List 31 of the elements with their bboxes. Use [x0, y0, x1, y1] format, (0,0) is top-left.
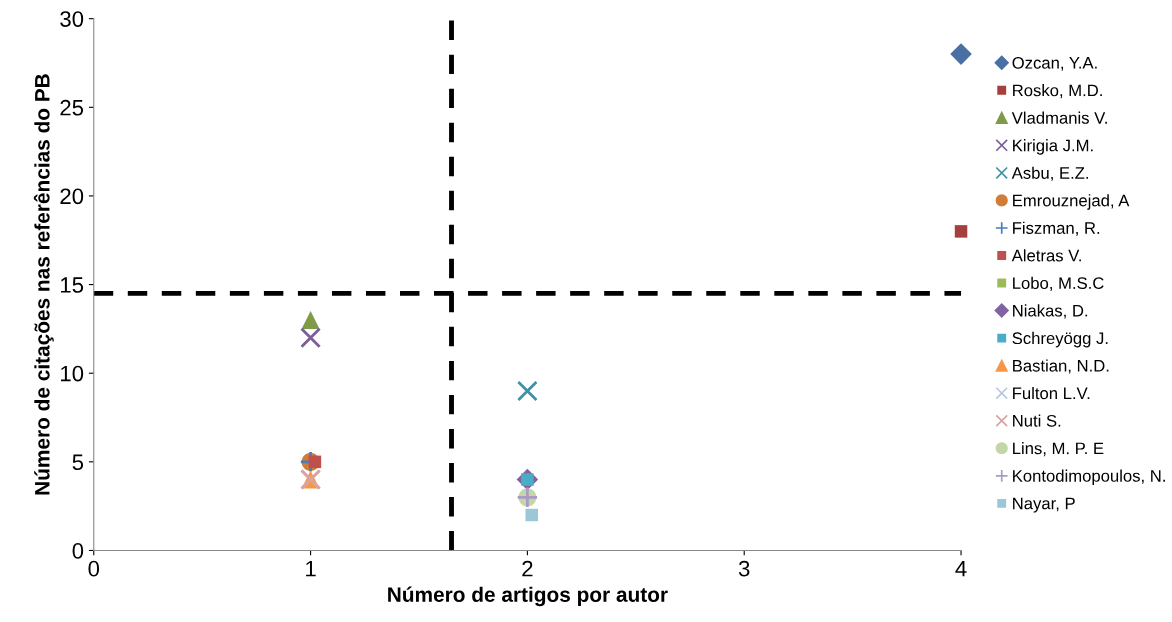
legend-label: Nayar, P: [1013, 497, 1075, 513]
legend-label: Niakas, D.: [1013, 304, 1088, 319]
y-tick-label: 30: [60, 11, 84, 27]
legend-label: Nuti S.: [1013, 414, 1061, 427]
y-axis-title: Número de citações nas referências do PB: [33, 74, 54, 495]
legend-label: Kontodimopoulos, N.: [1013, 469, 1165, 486]
legend-label: Fiszman, R.: [1013, 221, 1100, 236]
legend-label: Bastian, N.D.: [1013, 359, 1109, 374]
x-axis-title: Número de artigos por autor: [388, 586, 668, 607]
x-tick-label: 2: [522, 560, 533, 577]
legend-label: Aletras V.: [1011, 249, 1081, 262]
y-tick-label: 20: [60, 188, 84, 205]
y-tick-label: 15: [61, 277, 84, 293]
legend-label: Rosko, M.D.: [1013, 84, 1102, 99]
legend-label: Lobo, M.S.C: [1013, 276, 1104, 292]
legend-label: Kirigia J.M.: [1013, 139, 1093, 155]
legend-label: Schreyögg J.: [1012, 331, 1108, 348]
legend-label: Lins, M. P. E: [1013, 442, 1104, 457]
x-tick-label: 3: [738, 560, 750, 577]
x-tick-label: 0: [88, 560, 100, 577]
y-tick-label: 10: [61, 365, 84, 382]
y-tick-label: 5: [72, 454, 84, 471]
legend-label: Vladmanis V.: [1011, 111, 1107, 124]
x-tick-label: 4: [955, 561, 967, 577]
y-tick-label: 25: [60, 99, 84, 116]
legend-label: Asbu, E.Z.: [1011, 166, 1089, 181]
legend-label: Ozcan, Y.A.: [1012, 56, 1097, 71]
y-tick-label: 0: [72, 543, 84, 559]
x-tick-label: 1: [306, 561, 316, 577]
legend-label: Emrouznejad, A: [1013, 194, 1130, 210]
legend-label: Fulton L.V.: [1013, 386, 1090, 400]
